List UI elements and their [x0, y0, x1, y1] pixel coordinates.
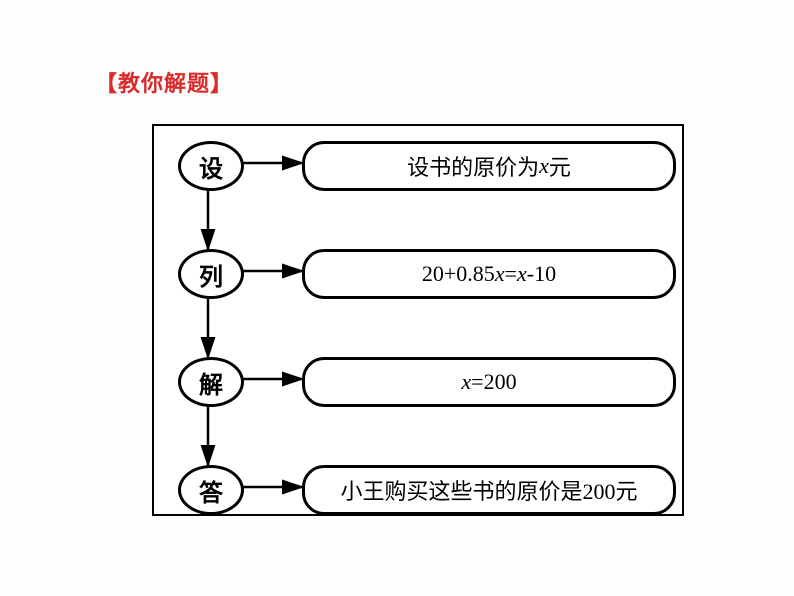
answer-node-2: x=200	[302, 357, 676, 407]
answer-node-0: 设书的原价为x元	[302, 141, 676, 191]
step-node-3: 答	[178, 465, 244, 515]
slide: 【教你解题】 设列解答 设书的原价为x元20+0.85x=x-10x=200小王…	[0, 0, 794, 596]
step-node-0: 设	[178, 141, 244, 191]
step-node-1: 列	[178, 249, 244, 299]
answer-node-3: 小王购买这些书的原价是200元	[302, 465, 676, 515]
answer-node-1: 20+0.85x=x-10	[302, 249, 676, 299]
step-node-2: 解	[178, 357, 244, 407]
